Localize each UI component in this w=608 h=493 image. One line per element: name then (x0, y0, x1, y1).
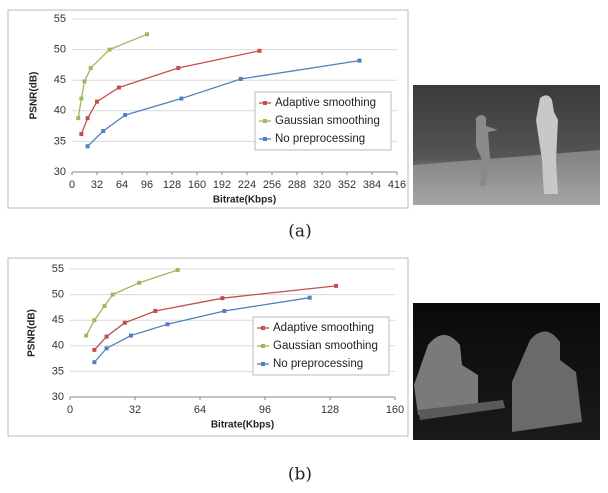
legend-label: Adaptive smoothing (275, 97, 376, 109)
y-axis-title: PSNR(dB) (27, 309, 38, 357)
x-tick-label: 384 (363, 179, 381, 191)
data-point (137, 280, 142, 285)
x-tick-label: 224 (238, 179, 256, 191)
legend-marker (261, 344, 265, 348)
data-point (88, 65, 93, 70)
data-point (92, 360, 97, 365)
legend-box (254, 91, 392, 151)
legend-label: No preprocessing (275, 133, 365, 145)
x-tick-label: 64 (116, 179, 128, 191)
y-tick-label: 45 (54, 74, 66, 86)
data-point (79, 96, 84, 101)
data-point (238, 76, 243, 81)
y-tick-label: 45 (52, 314, 64, 326)
y-tick-label: 55 (52, 263, 64, 275)
data-point (102, 303, 107, 308)
legend-marker (263, 119, 267, 123)
series-line (93, 285, 337, 351)
y-tick-label: 50 (54, 44, 66, 56)
data-point (107, 47, 112, 52)
legend-label: Adaptive smoothing (273, 322, 374, 334)
data-point (153, 308, 158, 313)
y-tick-label: 35 (52, 365, 64, 377)
data-point (257, 48, 262, 53)
legend-box (252, 316, 390, 376)
data-point (82, 79, 87, 84)
data-point (145, 32, 149, 37)
x-tick-label: 96 (259, 404, 271, 416)
data-point (95, 99, 99, 104)
caption: (a) (288, 222, 311, 242)
legend-label: Gaussian smoothing (275, 115, 380, 127)
legend-label: Gaussian smoothing (273, 340, 378, 352)
data-point (104, 346, 109, 351)
series-line (87, 59, 360, 147)
x-tick-label: 416 (388, 179, 406, 191)
series-line (77, 33, 148, 119)
data-point (307, 295, 312, 300)
data-point (85, 116, 90, 121)
series-line (93, 297, 310, 363)
legend-marker (261, 362, 265, 366)
x-tick-label: 320 (313, 179, 331, 191)
x-axis-title: Bitrate(Kbps) (211, 420, 274, 431)
x-tick-label: 64 (194, 404, 206, 416)
y-tick-label: 40 (54, 105, 66, 117)
data-point (334, 283, 339, 288)
x-tick-label: 128 (321, 404, 339, 416)
y-tick-label: 50 (52, 289, 64, 301)
x-tick-label: 352 (338, 179, 356, 191)
data-point (84, 333, 89, 338)
data-point (179, 96, 184, 101)
data-point (175, 268, 180, 273)
data-point (357, 58, 362, 63)
x-tick-label: 0 (67, 404, 73, 416)
x-tick-label: 160 (386, 404, 404, 416)
data-point (92, 318, 97, 323)
y-axis-title: PSNR(dB) (29, 72, 40, 120)
data-point (104, 334, 109, 339)
y-tick-label: 30 (52, 391, 64, 403)
x-tick-label: 0 (69, 179, 75, 191)
x-tick-label: 96 (141, 179, 153, 191)
data-point (101, 128, 106, 133)
legend-marker (263, 137, 267, 141)
caption: (b) (288, 465, 312, 485)
x-tick-label: 288 (288, 179, 306, 191)
depth-image-b (413, 303, 600, 440)
x-tick-label: 192 (213, 179, 231, 191)
x-tick-label: 160 (188, 179, 206, 191)
x-tick-label: 32 (91, 179, 103, 191)
data-point (116, 85, 121, 90)
legend-marker (261, 326, 265, 330)
y-tick-label: 30 (54, 166, 66, 178)
data-point (79, 132, 84, 137)
legend-marker (263, 101, 267, 105)
y-tick-label: 35 (54, 135, 66, 147)
data-point (85, 144, 90, 149)
data-point (110, 292, 115, 297)
data-point (165, 322, 170, 327)
data-point (220, 296, 225, 301)
y-tick-label: 40 (52, 340, 64, 352)
depth-image-a (413, 85, 600, 205)
legend-label: No preprocessing (273, 358, 363, 370)
x-tick-label: 128 (163, 179, 181, 191)
y-tick-label: 55 (54, 13, 66, 25)
data-point (122, 320, 127, 325)
x-axis-title: Bitrate(Kbps) (213, 195, 276, 206)
data-point (222, 308, 227, 313)
data-point (176, 65, 181, 70)
series-line (85, 269, 178, 336)
data-point (128, 333, 133, 338)
series-line (80, 50, 260, 135)
data-point (123, 113, 128, 118)
data-point (92, 347, 97, 352)
x-tick-label: 32 (129, 404, 141, 416)
x-tick-label: 256 (263, 179, 281, 191)
data-point (76, 116, 81, 121)
